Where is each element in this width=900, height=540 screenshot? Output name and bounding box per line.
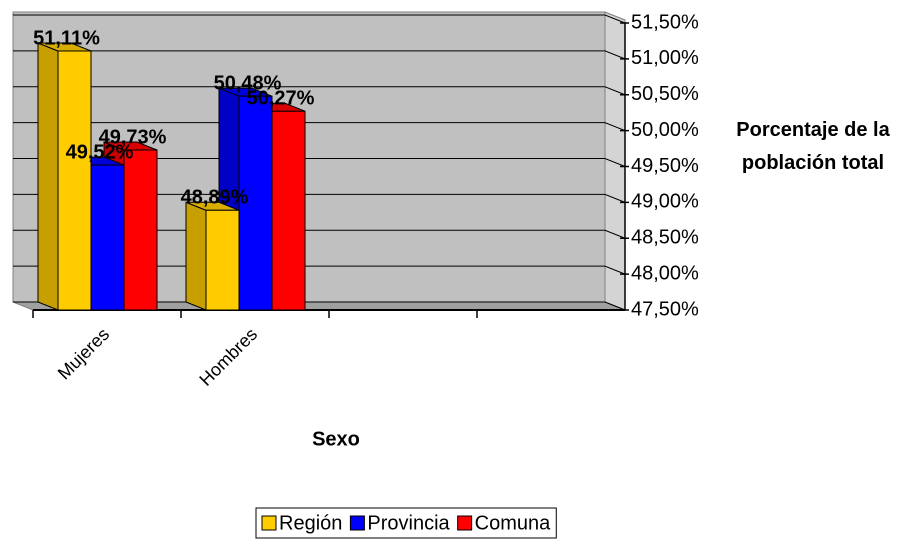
legend-swatch [261, 515, 277, 531]
data-label: 50,48% [214, 72, 282, 94]
bar-side [37, 42, 59, 311]
data-label: 49,52% [66, 141, 134, 163]
x-tick-label: Hombres [195, 324, 261, 390]
x-tick-label-group: Hombres [195, 324, 261, 390]
bar-front [271, 110, 306, 311]
bar-front [57, 50, 92, 311]
bar-front [238, 95, 273, 311]
bar-front [90, 164, 125, 311]
legend-box [255, 507, 557, 539]
grid-line [13, 158, 626, 167]
data-label: 49,73% [99, 126, 167, 148]
legend: Región Provincia Comuna [255, 507, 557, 539]
data-label: 48,89% [181, 187, 249, 209]
legend-swatch [349, 515, 365, 531]
data-label: 50,27% [247, 88, 315, 110]
y-axis-label: Porcentaje de la población total [736, 119, 890, 174]
legend-label: Comuna [475, 512, 551, 534]
y-tick-label: 49,00% [631, 191, 699, 213]
x-tick-label-group: Mujeres [54, 324, 113, 383]
grid-line [13, 193, 626, 203]
bar-front [123, 149, 158, 311]
y-tick-label: 51,00% [631, 47, 699, 69]
grid-line [13, 122, 626, 132]
grid-line [13, 86, 626, 96]
legend-label: Región [279, 512, 342, 534]
x-axis-label: Sexo [312, 428, 360, 450]
data-label: 51,11% [33, 27, 100, 49]
y-tick-label: 50,00% [631, 119, 699, 141]
y-tick-label: 51,50% [631, 11, 699, 33]
bar-side [185, 201, 207, 311]
y-tick-label: 47,50% [631, 298, 699, 320]
side-wall [604, 11, 626, 311]
bar [185, 201, 240, 311]
grid-line [13, 14, 626, 24]
grid-line [13, 50, 626, 60]
legend-label: Provincia [367, 512, 450, 534]
bar [37, 42, 92, 311]
y-tick-label: 48,00% [631, 262, 699, 284]
bar-front [205, 209, 240, 311]
y-tick-label: 49,50% [631, 155, 699, 177]
legend-swatch [457, 515, 473, 531]
y-tick-label: 50,50% [631, 83, 699, 105]
x-tick-label: Mujeres [54, 324, 113, 383]
y-tick-label: 48,50% [631, 227, 699, 249]
